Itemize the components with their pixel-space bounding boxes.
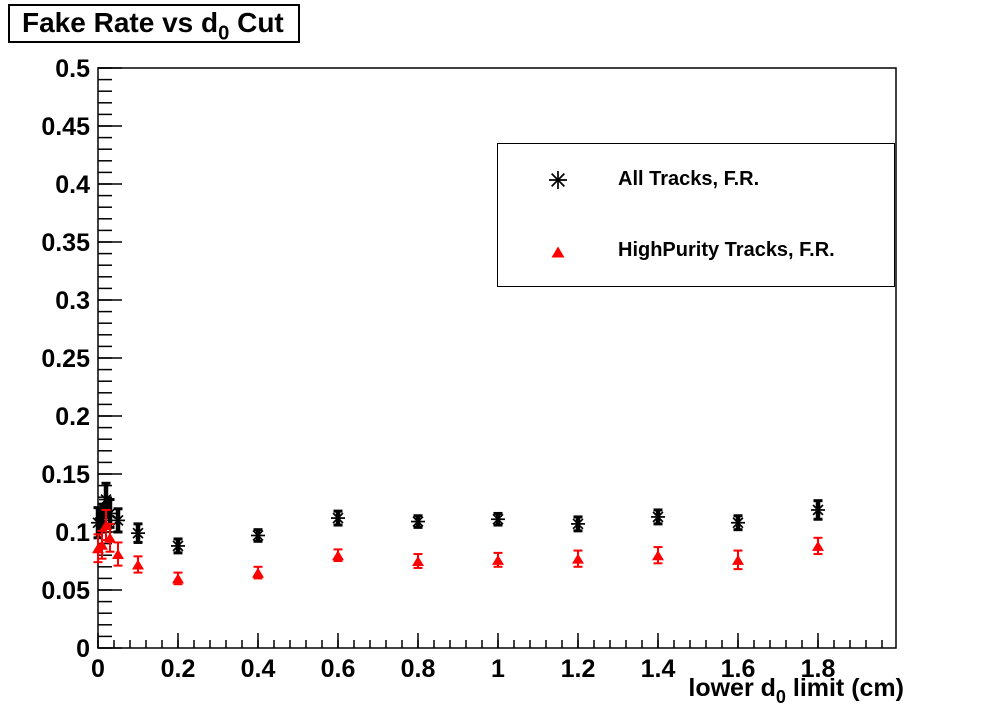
y-tick-label: 0.45 [41, 113, 90, 141]
triangle-marker-icon [652, 550, 664, 561]
x-tick-label: 0.6 [321, 655, 356, 683]
plot-title-tail: Cut [229, 7, 284, 38]
legend-label-highpurity-tracks: HighPurity Tracks, F.R. [618, 239, 835, 261]
asterisk-marker-icon [551, 172, 565, 187]
y-tick-label: 0 [76, 635, 90, 663]
y-tick-label: 0.4 [55, 171, 90, 199]
triangle-marker-icon [252, 567, 264, 578]
legend-label-all-tracks: All Tracks, F.R. [618, 168, 760, 190]
asterisk-marker-icon [112, 514, 124, 526]
triangle-marker-icon [572, 553, 584, 564]
asterisk-marker-icon [652, 511, 664, 523]
y-tick-label: 0.1 [55, 519, 90, 547]
asterisk-marker-icon [412, 516, 424, 528]
triangle-marker-icon [732, 554, 744, 565]
triangle-marker-icon [96, 539, 108, 550]
x-tick-label: 1.8 [801, 655, 836, 683]
legend-marker-cell [498, 166, 618, 194]
triangle-marker-icon [104, 532, 116, 543]
y-tick-label: 0.15 [41, 461, 90, 489]
x-axis-title: lower d0 limit (cm) [688, 674, 904, 708]
y-tick-label: 0.05 [41, 577, 90, 605]
triangle-marker-icon [492, 554, 504, 565]
y-tick-label: 0.3 [55, 287, 90, 315]
asterisk-marker-icon [172, 540, 184, 552]
triangle-marker-icon [412, 556, 424, 566]
legend-marker-cell [498, 237, 618, 265]
asterisk-marker-icon [812, 504, 824, 516]
x-axis-title-text: lower d [688, 674, 776, 702]
x-tick-label: 1.2 [561, 655, 596, 683]
y-tick-label: 0.2 [55, 403, 90, 431]
asterisk-marker-icon [132, 527, 144, 539]
x-tick-label: 1 [491, 655, 505, 683]
legend-entry-highpurity-tracks: HighPurity Tracks, F.R. [498, 215, 894, 286]
plot-title-subscript: 0 [218, 22, 230, 45]
triangle-marker-icon [332, 550, 344, 561]
asterisk-marker-icon [332, 512, 344, 524]
x-tick-label: 0 [91, 655, 105, 683]
asterisk-marker-icon [732, 517, 744, 529]
asterisk-marker-icon [492, 513, 504, 525]
x-tick-label: 0.2 [161, 655, 196, 683]
legend-entry-all-tracks: All Tracks, F.R. [498, 144, 894, 215]
triangle-marker-icon [172, 573, 184, 584]
x-axis-title-subscript: 0 [775, 686, 786, 707]
y-tick-label: 0.5 [55, 55, 90, 83]
x-tick-label: 1.6 [721, 655, 756, 683]
triangle-marker-icon [112, 549, 124, 560]
x-tick-label: 1.4 [641, 655, 676, 683]
x-axis-title-tail: limit (cm) [785, 674, 904, 702]
triangle-marker-icon [812, 540, 824, 551]
asterisk-marker-icon [549, 170, 567, 189]
triangle-marker-icon [132, 559, 144, 570]
asterisk-marker-icon [252, 529, 264, 542]
x-tick-label: 0.8 [401, 655, 436, 683]
plot-title-text: Fake Rate vs d [22, 7, 219, 38]
plot-title-box: Fake Rate vs d0 Cut [8, 4, 300, 45]
triangle-marker-icon [551, 246, 565, 257]
y-tick-label: 0.35 [41, 229, 90, 257]
x-tick-label: 0.4 [241, 655, 276, 683]
legend-box: All Tracks, F.R. HighPurity Tracks, F.R. [497, 143, 895, 287]
asterisk-marker-icon [572, 518, 584, 530]
triangle-marker-icon [551, 246, 565, 257]
y-tick-label: 0.25 [41, 345, 90, 373]
